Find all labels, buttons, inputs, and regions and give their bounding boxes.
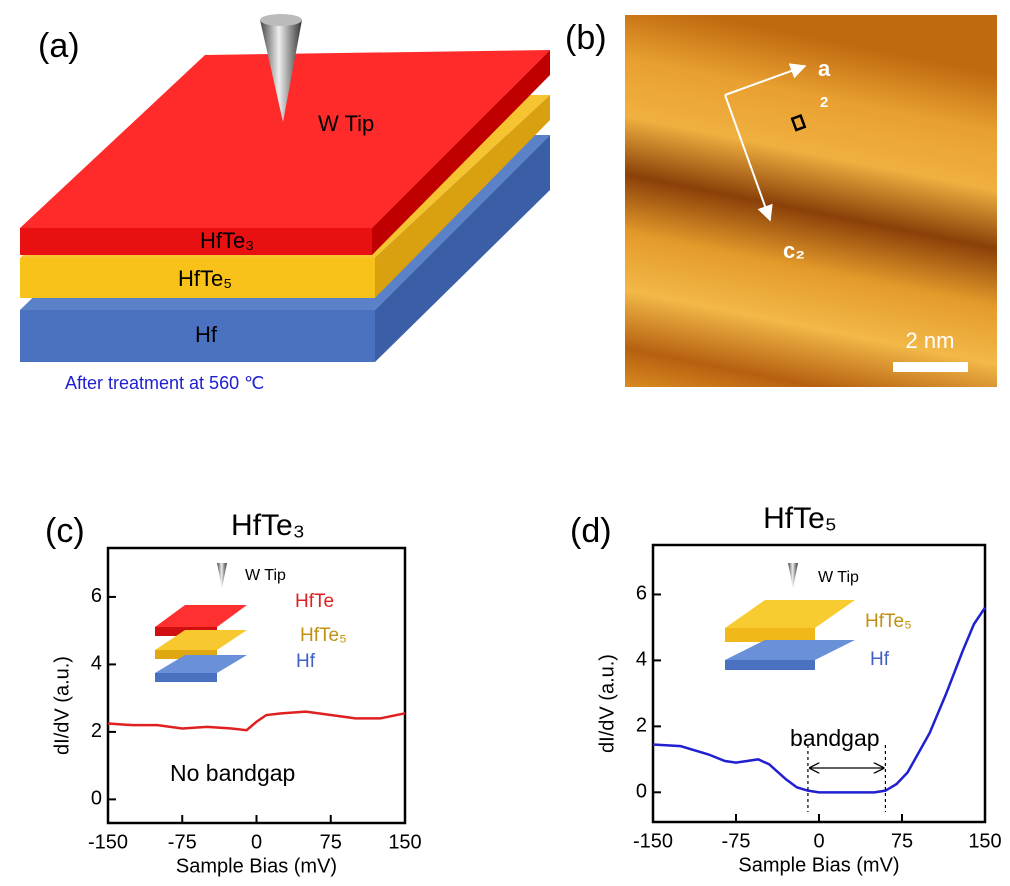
chart-title: HfTe₃: [231, 509, 305, 542]
x-tick-label: 0: [813, 830, 824, 852]
page: {"panel_a": {"label": "(a)", "tip": "W T…: [0, 0, 1010, 886]
panel-label: (c): [45, 512, 85, 550]
x-tick-label: -75: [168, 831, 197, 853]
inset-layer: [725, 640, 855, 660]
annotation: HfTe₅: [300, 625, 347, 646]
y-tick-label: 0: [91, 788, 102, 810]
y-axis-label: dI/dV (a.u.): [51, 656, 73, 755]
scale-bar: [893, 362, 968, 372]
inset-layer: [155, 673, 217, 682]
y-tick-label: 2: [636, 715, 647, 737]
layer-label: Hf: [195, 322, 218, 347]
tip-label: W Tip: [318, 111, 374, 136]
x-axis-label: Sample Bias (mV): [176, 855, 337, 877]
x-tick-label: -150: [633, 830, 673, 852]
layer-stack: [20, 14, 550, 362]
annotation: bandgap: [790, 725, 880, 751]
axis-label: 2: [820, 94, 828, 111]
inset-tip: [788, 563, 798, 588]
plot-frame: [653, 545, 985, 822]
x-tick-label: 150: [388, 831, 421, 853]
annotation: No bandgap: [170, 760, 295, 786]
x-axis-label: Sample Bias (mV): [738, 854, 899, 876]
figure: (a) W Tip HfTe₃ HfTe₅ Hf After treatment…: [0, 0, 1010, 886]
inset-layer: [725, 600, 855, 628]
annotation: W Tip: [245, 567, 286, 584]
caption: After treatment at 560 ℃: [65, 373, 264, 393]
inset-layer: [725, 628, 815, 642]
y-tick-label: 4: [636, 649, 647, 671]
y-tick-label: 6: [91, 585, 102, 607]
x-tick-label: 0: [251, 831, 262, 853]
inset-layer: [155, 605, 247, 627]
y-tick-label: 2: [91, 720, 102, 742]
x-tick-label: -150: [88, 831, 128, 853]
scale-label: 2 nm: [906, 328, 955, 353]
data-line: [653, 608, 985, 793]
y-tick-label: 6: [636, 583, 647, 605]
panel-label: (b): [565, 19, 607, 57]
annotation: Hf: [296, 651, 316, 672]
layer-label: HfTe₅: [178, 266, 232, 291]
chart-title: HfTe₅: [763, 502, 837, 535]
axis-label: a: [818, 56, 831, 81]
x-tick-label: -75: [722, 830, 751, 852]
annotation: HfTe: [295, 591, 334, 612]
x-tick-label: 75: [320, 831, 342, 853]
annotation: W Tip: [818, 569, 859, 586]
panel-label: (d): [570, 512, 612, 550]
data-line: [108, 712, 405, 731]
x-tick-label: 150: [968, 830, 1001, 852]
y-tick-label: 0: [636, 781, 647, 803]
annotation: HfTe₅: [865, 611, 912, 632]
y-tick-label: 4: [91, 653, 102, 675]
inset-tip: [217, 563, 227, 588]
layer-label: HfTe₃: [200, 228, 254, 253]
x-tick-label: 75: [891, 830, 913, 852]
panel-label: (a): [38, 27, 80, 65]
axis-label: c₂: [783, 238, 805, 263]
inset-layer: [725, 660, 815, 670]
y-axis-label: dI/dV (a.u.): [596, 654, 618, 753]
annotation: Hf: [870, 649, 890, 670]
